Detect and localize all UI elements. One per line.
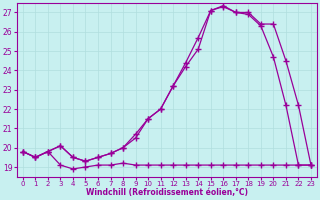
X-axis label: Windchill (Refroidissement éolien,°C): Windchill (Refroidissement éolien,°C) — [86, 188, 248, 197]
